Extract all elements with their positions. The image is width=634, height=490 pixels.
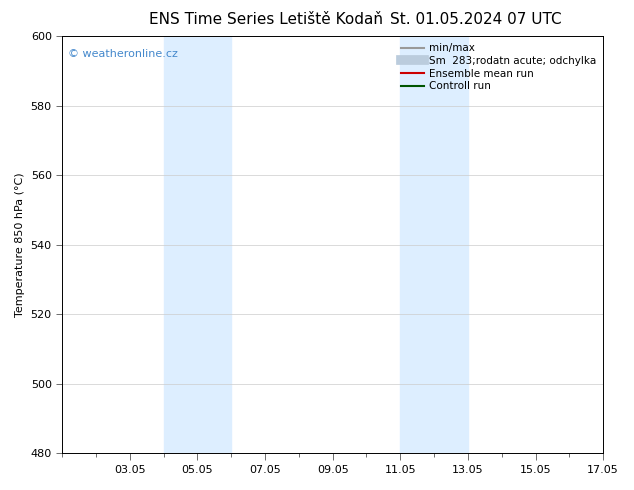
Text: © weatheronline.cz: © weatheronline.cz	[68, 49, 178, 59]
Y-axis label: Temperature 850 hPa (°C): Temperature 850 hPa (°C)	[15, 172, 25, 317]
Text: ENS Time Series Letiště Kodaň: ENS Time Series Letiště Kodaň	[149, 12, 384, 27]
Text: St. 01.05.2024 07 UTC: St. 01.05.2024 07 UTC	[390, 12, 561, 27]
Legend: min/max, Sm  283;rodatn acute; odchylka, Ensemble mean run, Controll run: min/max, Sm 283;rodatn acute; odchylka, …	[399, 41, 598, 93]
Bar	[164, 36, 231, 453]
Bar	[400, 36, 468, 453]
